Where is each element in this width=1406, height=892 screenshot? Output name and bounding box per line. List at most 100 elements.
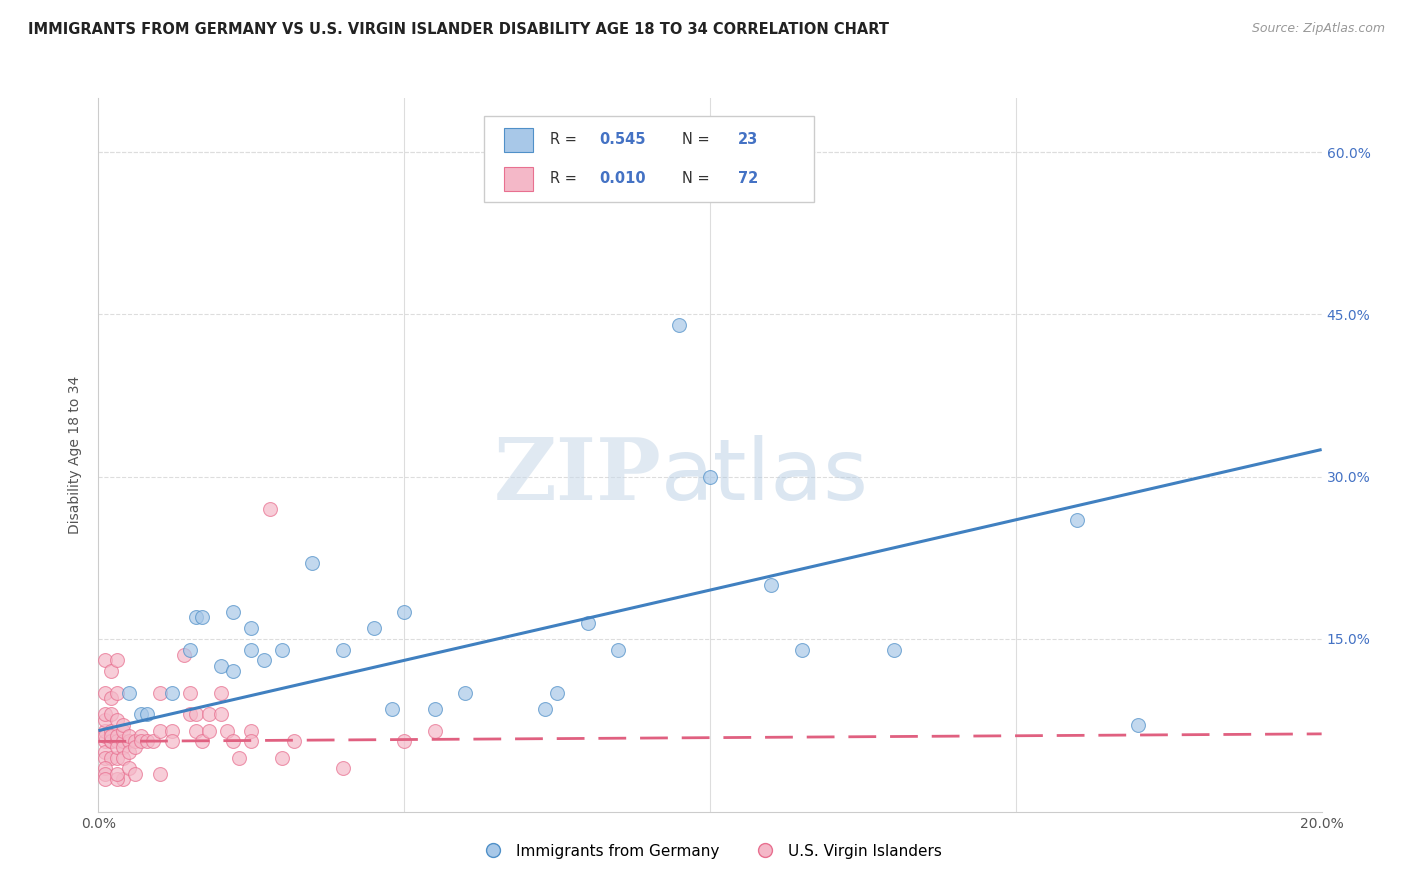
Point — [252, 653, 274, 667]
Point — [100, 707, 122, 722]
Point — [392, 734, 416, 748]
Point — [1128, 718, 1150, 732]
Point — [124, 739, 146, 754]
Point — [129, 707, 152, 722]
Point — [209, 686, 232, 700]
Point — [100, 664, 122, 678]
Point — [534, 702, 557, 716]
Point — [111, 772, 134, 787]
Point — [222, 734, 245, 748]
Point — [186, 610, 208, 624]
Point — [173, 648, 195, 662]
Point — [607, 642, 630, 657]
Point — [105, 729, 128, 743]
Point — [209, 658, 232, 673]
Point — [283, 734, 305, 748]
Point — [100, 691, 122, 706]
Text: Source: ZipAtlas.com: Source: ZipAtlas.com — [1251, 22, 1385, 36]
Point — [93, 772, 115, 787]
Point — [129, 734, 152, 748]
Point — [668, 318, 690, 333]
Point — [111, 750, 134, 764]
Text: atlas: atlas — [661, 434, 869, 518]
Point — [363, 621, 385, 635]
Point — [222, 605, 245, 619]
Point — [179, 686, 201, 700]
Point — [111, 734, 134, 748]
Point — [93, 653, 115, 667]
Point — [381, 702, 404, 716]
Point — [332, 642, 354, 657]
Point — [270, 750, 292, 764]
Point — [149, 767, 172, 781]
Point — [197, 707, 219, 722]
Point — [160, 686, 183, 700]
Point — [105, 713, 128, 727]
Point — [100, 723, 122, 738]
Point — [105, 686, 128, 700]
Point — [576, 615, 599, 630]
Legend: Immigrants from Germany, U.S. Virgin Islanders: Immigrants from Germany, U.S. Virgin Isl… — [472, 838, 948, 864]
Point — [93, 734, 115, 748]
Point — [240, 734, 263, 748]
Point — [149, 686, 172, 700]
Point — [240, 621, 263, 635]
Point — [149, 723, 172, 738]
Point — [546, 686, 568, 700]
Point — [93, 767, 115, 781]
Point — [270, 642, 292, 657]
Y-axis label: Disability Age 18 to 34: Disability Age 18 to 34 — [69, 376, 83, 534]
Point — [93, 686, 115, 700]
Point — [1066, 513, 1088, 527]
Point — [240, 723, 263, 738]
Point — [730, 145, 752, 160]
Point — [105, 739, 128, 754]
Point — [790, 642, 813, 657]
Point — [105, 767, 128, 781]
Point — [93, 707, 115, 722]
Point — [136, 734, 159, 748]
Point — [332, 762, 354, 776]
Point — [111, 718, 134, 732]
Point — [105, 772, 128, 787]
Point — [118, 729, 141, 743]
Point — [118, 745, 141, 759]
Point — [160, 734, 183, 748]
Text: ZIP: ZIP — [494, 434, 661, 518]
Point — [215, 723, 238, 738]
Point — [93, 729, 115, 743]
Point — [118, 734, 141, 748]
Point — [699, 469, 721, 483]
Point — [454, 686, 477, 700]
Point — [111, 723, 134, 738]
Point — [228, 750, 250, 764]
Point — [179, 707, 201, 722]
Point — [118, 762, 141, 776]
Point — [105, 734, 128, 748]
Point — [124, 767, 146, 781]
Point — [93, 745, 115, 759]
Point — [160, 723, 183, 738]
Point — [129, 729, 152, 743]
Point — [100, 750, 122, 764]
Text: IMMIGRANTS FROM GERMANY VS U.S. VIRGIN ISLANDER DISABILITY AGE 18 TO 34 CORRELAT: IMMIGRANTS FROM GERMANY VS U.S. VIRGIN I… — [28, 22, 889, 37]
Point — [111, 739, 134, 754]
Point — [759, 577, 782, 591]
Point — [392, 605, 416, 619]
Point — [118, 686, 141, 700]
Point — [186, 723, 208, 738]
Point — [423, 723, 446, 738]
Point — [124, 734, 146, 748]
Point — [105, 750, 128, 764]
Point — [142, 734, 165, 748]
Point — [93, 762, 115, 776]
Point — [105, 653, 128, 667]
Point — [100, 729, 122, 743]
Point — [423, 702, 446, 716]
Point — [186, 707, 208, 722]
Point — [191, 610, 214, 624]
Point — [100, 734, 122, 748]
Point — [136, 707, 159, 722]
Point — [100, 734, 122, 748]
Point — [191, 734, 214, 748]
